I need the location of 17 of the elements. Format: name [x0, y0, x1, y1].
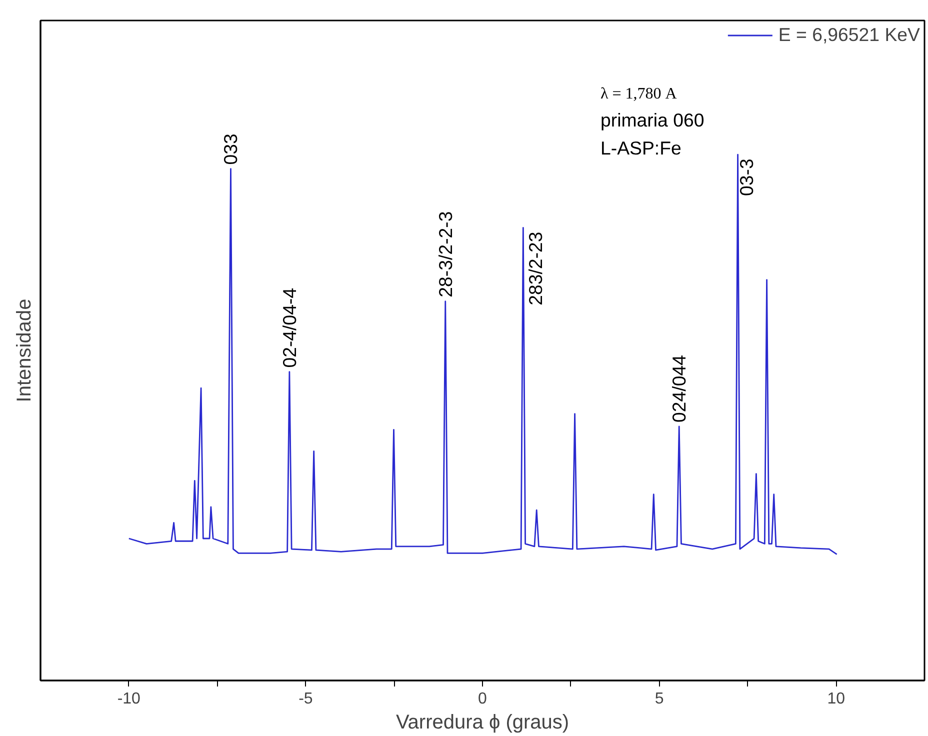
x-axis-title: Varredura ϕ (graus) [396, 712, 570, 734]
x-tick-label: 10 [827, 690, 846, 708]
annotation: L-ASP:Fe [600, 138, 682, 158]
annotation: 024/044 [668, 355, 690, 422]
text: primaria 060 [600, 110, 704, 130]
legend-label: E = 6,96521 KeV [778, 24, 920, 46]
x-tick-label: 5 [654, 690, 664, 708]
y-axis-title: Intensidade [14, 298, 36, 402]
x-tick-label: 0 [478, 690, 488, 708]
annotation: 283/2-23 [525, 232, 546, 306]
annotation: 03-3 [736, 158, 757, 196]
text: λ = 1,780 A [600, 86, 678, 102]
x-tick-label: -10 [117, 690, 141, 708]
annotation: 02-4/04-4 [278, 288, 300, 368]
annotation: 28-3/2-2-3 [434, 211, 456, 298]
annotation: 033 [220, 134, 242, 165]
x-tick-label: -5 [298, 690, 313, 708]
